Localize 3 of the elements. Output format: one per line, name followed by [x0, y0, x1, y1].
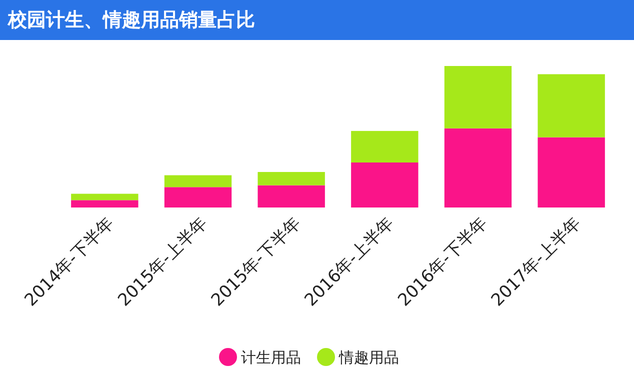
chart-title: 校园计生、情趣用品销量占比: [7, 9, 255, 31]
legend-label: 情趣用品: [338, 348, 399, 366]
legend-label: 计生用品: [241, 348, 301, 366]
